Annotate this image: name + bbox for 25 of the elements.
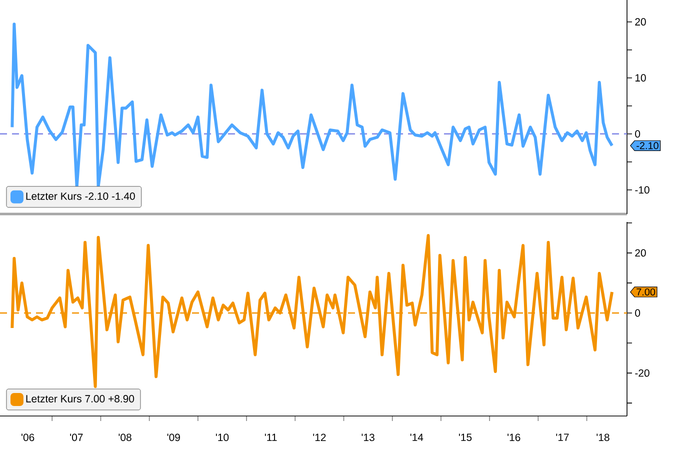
x-tick-label: '08 bbox=[118, 434, 132, 442]
line-series bbox=[10, 22, 614, 188]
text: 7.00 bbox=[636, 288, 656, 296]
x-tick-label: '11 bbox=[264, 434, 277, 441]
x-tick-label: '17 bbox=[556, 434, 569, 441]
y-tick-label: 10 bbox=[635, 74, 646, 82]
y-tick-label: 0 bbox=[635, 130, 640, 138]
x-tick-label: '15 bbox=[458, 434, 472, 441]
y-tick-label: 20 bbox=[635, 18, 646, 26]
x-tick-label: '18 bbox=[596, 434, 610, 442]
text: -2.10 bbox=[636, 142, 658, 150]
x-tick-label: '07 bbox=[70, 434, 83, 442]
x-tick-label: '13 bbox=[362, 434, 374, 442]
y-tick-label: -20 bbox=[635, 369, 650, 377]
legend-label: Letzter Kurs -2.10 -1.40 bbox=[26, 192, 135, 200]
y-tick-label: -10 bbox=[635, 186, 650, 194]
x-tick-label: '06 bbox=[22, 434, 34, 442]
x-tick-label: '16 bbox=[508, 434, 520, 442]
y-tick-label: 0 bbox=[635, 309, 640, 317]
x-tick-label: '12 bbox=[313, 434, 326, 441]
y-tick-label: 20 bbox=[635, 249, 646, 257]
legend-label: Letzter Kurs 7.00 +8.90 bbox=[26, 395, 134, 402]
x-tick-label: '14 bbox=[410, 434, 424, 441]
x-tick-label: '10 bbox=[216, 434, 229, 442]
x-tick-label: '09 bbox=[167, 434, 180, 442]
